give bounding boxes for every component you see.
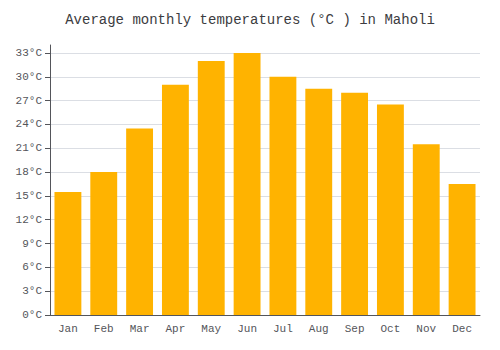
svg-text:May: May [201,323,221,335]
svg-text:Aug: Aug [309,323,329,335]
svg-text:Dec: Dec [452,323,472,335]
svg-text:Apr: Apr [166,323,186,335]
svg-text:24°C: 24°C [16,118,43,130]
svg-text:9°C: 9°C [22,238,42,250]
svg-text:27°C: 27°C [16,95,43,107]
svg-text:Oct: Oct [381,323,401,335]
svg-text:30°C: 30°C [16,71,43,83]
svg-text:Average monthly temperatures (: Average monthly temperatures (°C ) in Ma… [65,12,435,28]
svg-text:Sep: Sep [345,323,365,335]
svg-text:Jan: Jan [58,323,78,335]
svg-text:21°C: 21°C [16,142,43,154]
svg-text:Jul: Jul [273,323,293,335]
svg-text:15°C: 15°C [16,190,43,202]
svg-text:18°C: 18°C [16,166,43,178]
svg-text:3°C: 3°C [22,285,42,297]
svg-text:Jun: Jun [237,323,257,335]
svg-text:33°C: 33°C [16,47,43,59]
svg-text:12°C: 12°C [16,214,43,226]
svg-text:6°C: 6°C [22,261,42,273]
svg-text:Nov: Nov [416,323,436,335]
svg-text:0°C: 0°C [22,309,42,321]
svg-text:Mar: Mar [130,323,150,335]
svg-text:Feb: Feb [94,323,114,335]
